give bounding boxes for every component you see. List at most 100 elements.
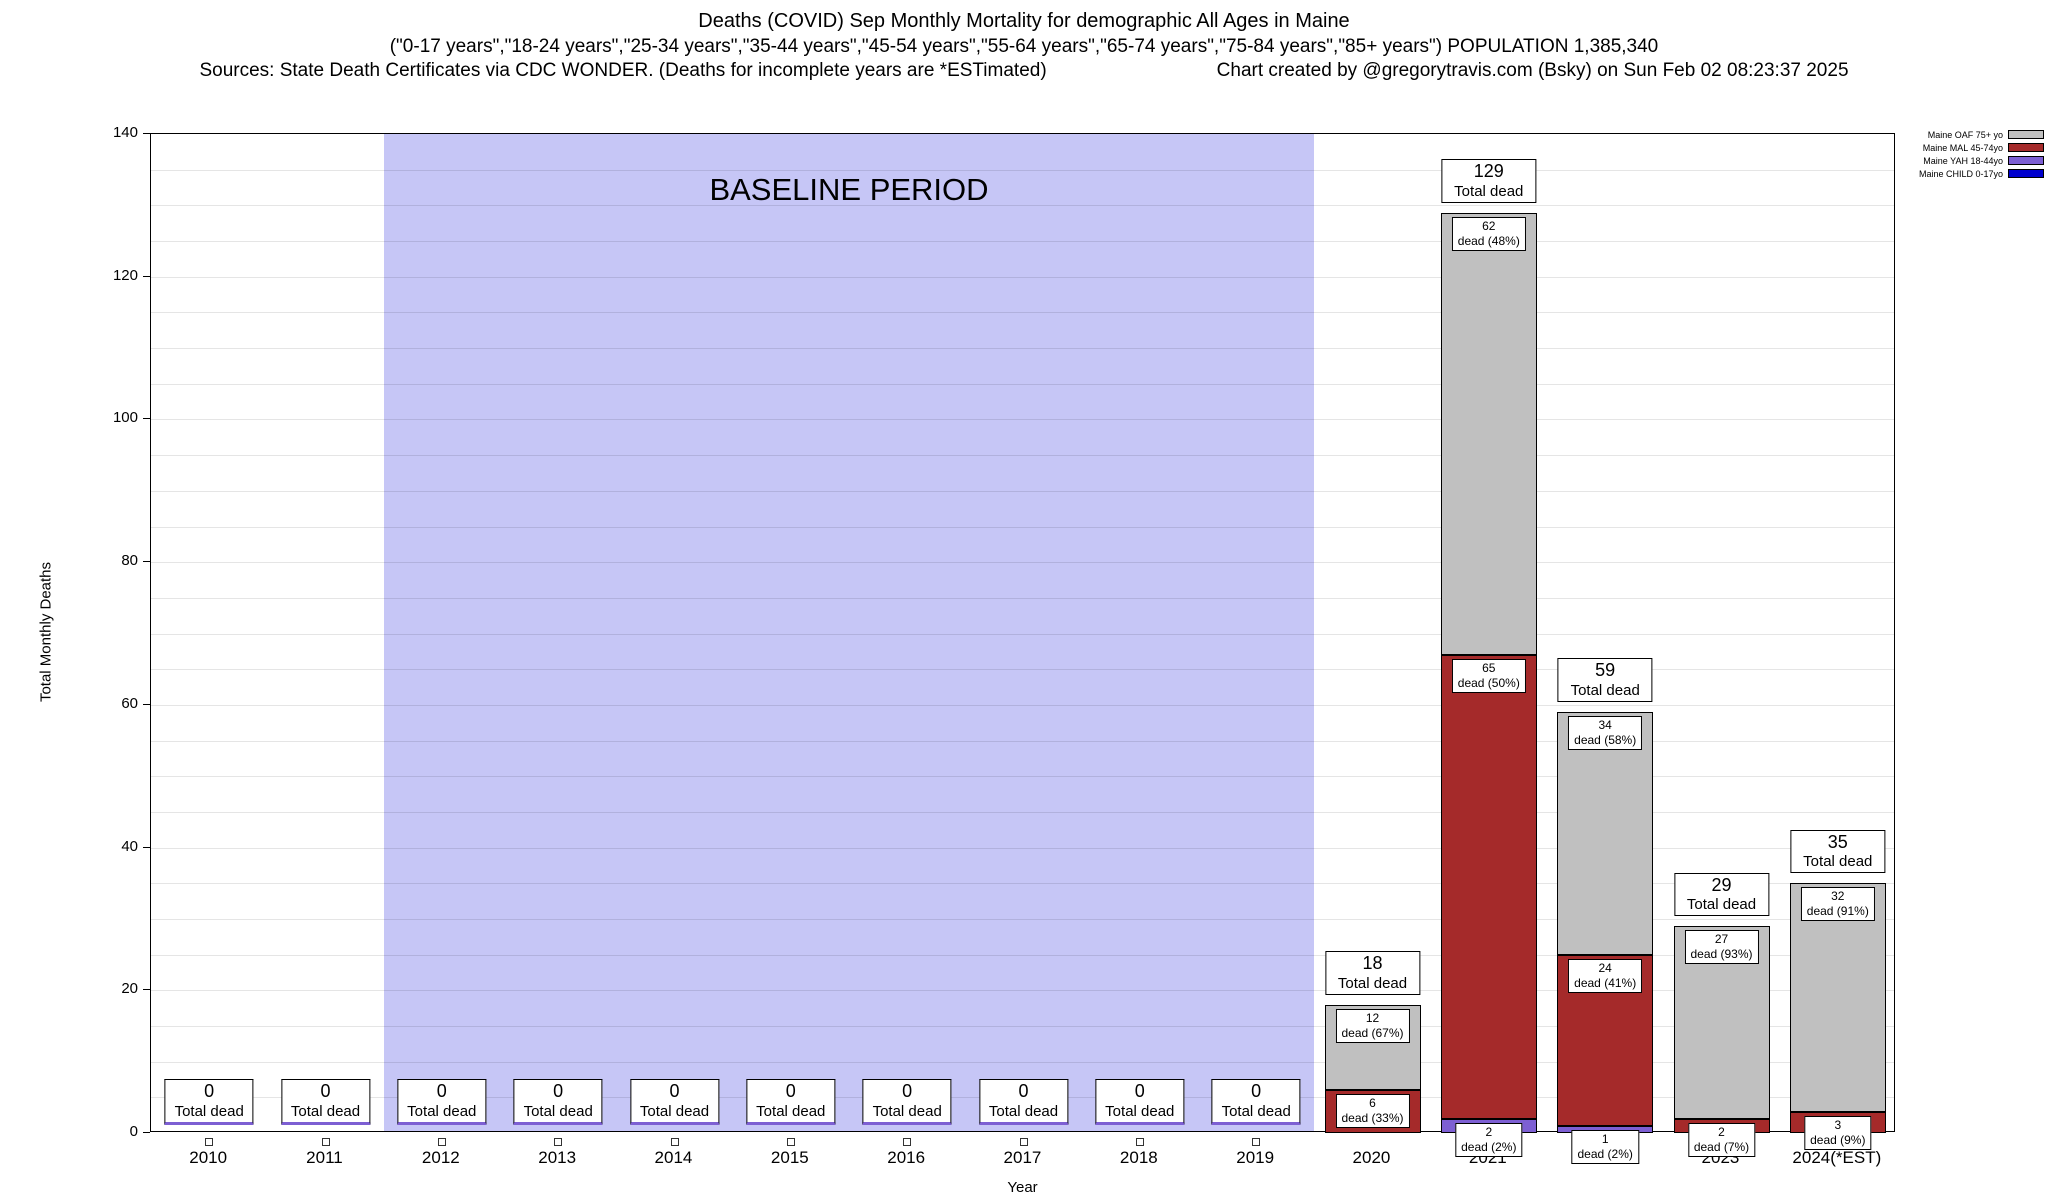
total-dead-text: Total dead — [290, 1103, 361, 1120]
segment-label-line: 34 — [1598, 718, 1612, 732]
zero-marker — [437, 1138, 446, 1146]
segment-label-line: dead (58%) — [1574, 733, 1637, 747]
y-tick-mark — [143, 703, 150, 705]
bar-segment-oaf — [1789, 883, 1886, 1112]
chart-title: Deaths (COVID) Sep Monthly Mortality for… — [698, 10, 1350, 32]
segment-label-line: dead (33%) — [1341, 1111, 1404, 1126]
total-dead-label: 29 Total dead — [1673, 872, 1770, 917]
chart-credit: Chart created by @gregorytravis.com (Bsk… — [1216, 60, 1849, 81]
legend-row: Maine YAH 18-44yo — [1919, 154, 2044, 167]
gridline — [151, 490, 1894, 492]
legend-swatch — [2008, 143, 2044, 152]
total-dead-label: 0 Total dead — [1211, 1079, 1301, 1125]
y-tick-label: 80 — [121, 552, 138, 570]
plot-area: BASELINE PERIOD 0 Total dead 0 Total dead 0 To… — [150, 133, 1895, 1164]
segment-label-line: 24 — [1598, 960, 1612, 975]
zero-marker — [786, 1138, 795, 1146]
legend-row: Maine CHILD 0-17yo — [1919, 167, 2044, 180]
segment-label-line: 65 — [1482, 660, 1496, 675]
total-dead-value: 0 — [669, 1081, 680, 1102]
gridline — [151, 740, 1894, 742]
gridline — [151, 205, 1894, 207]
gridline — [151, 883, 1894, 885]
total-dead-text: Total dead — [1221, 1103, 1291, 1120]
segment-label-line: 3 — [1834, 1117, 1842, 1132]
total-dead-value: 0 — [320, 1081, 331, 1102]
total-dead-label: 0 Total dead — [978, 1079, 1069, 1125]
y-tick-mark — [143, 133, 150, 134]
chart-sources: Sources: State Death Certificates via CD… — [199, 60, 1047, 81]
x-tick-label: 2015 — [770, 1148, 809, 1167]
x-tick-label: 2012 — [421, 1148, 460, 1167]
segment-label: 62 dead (48%) — [1451, 216, 1526, 251]
x-tick-label: 2014 — [654, 1148, 693, 1167]
zero-marker — [903, 1138, 912, 1146]
legend-label: Maine CHILD 0-17yo — [1918, 168, 2003, 179]
total-dead-value: 35 — [1827, 831, 1848, 852]
total-dead-label: 0 Total dead — [164, 1079, 254, 1125]
segment-label-line: 2 — [1485, 1124, 1493, 1139]
y-tick-label: 0 — [129, 1123, 138, 1140]
legend-swatch — [2008, 156, 2044, 165]
total-dead-value: 59 — [1595, 660, 1616, 681]
total-dead-label: 59 Total dead — [1557, 658, 1653, 702]
segment-label-line: dead (91%) — [1806, 904, 1869, 919]
legend-swatch — [2008, 169, 2044, 178]
zero-marker — [1252, 1138, 1261, 1146]
zero-marker — [1019, 1138, 1028, 1146]
legend-row: Maine OAF 75+ yo — [1919, 128, 2044, 141]
segment-label: 6 dead (33%) — [1335, 1094, 1410, 1129]
gridline — [151, 633, 1894, 635]
total-dead-value: 0 — [785, 1081, 796, 1102]
total-dead-value: 0 — [436, 1081, 447, 1102]
x-tick-label: 2011 — [306, 1148, 343, 1167]
segment-label: 27 dead (93%) — [1684, 930, 1759, 965]
segment-label-line: 1 — [1601, 1131, 1609, 1146]
segment-label: 34 dead (58%) — [1568, 716, 1643, 750]
total-dead-text: Total dead — [1105, 1103, 1175, 1120]
gridline — [151, 169, 1894, 171]
chart-source-line: Sources: State Death Certificates via CD… — [0, 60, 2048, 82]
baseline-period-label: BASELINE PERIOD — [709, 172, 989, 207]
y-tick-mark — [143, 418, 150, 420]
total-dead-text: Total dead — [174, 1103, 244, 1120]
segment-label-line: dead (50%) — [1457, 675, 1520, 690]
bar-segment-oaf — [1440, 212, 1537, 655]
gridline — [151, 312, 1894, 314]
gridline — [151, 1026, 1894, 1027]
segment-label-line: dead (48%) — [1457, 233, 1520, 248]
zero-marker — [1135, 1138, 1144, 1146]
segment-label-line: 6 — [1369, 1096, 1376, 1111]
total-dead-label: 0 Total dead — [629, 1079, 720, 1125]
total-dead-label: 0 Total dead — [513, 1079, 603, 1125]
bar-segment-mal — [1440, 654, 1537, 1119]
total-dead-label: 0 Total dead — [397, 1079, 487, 1125]
legend-swatch — [2008, 130, 2044, 139]
total-dead-label: 0 Total dead — [746, 1079, 836, 1125]
segment-label-line: 27 — [1714, 932, 1729, 947]
legend-label: Maine OAF 75+ yo — [1927, 129, 2003, 140]
x-tick-label: 2017 — [1003, 1148, 1042, 1167]
y-tick-mark — [143, 989, 150, 991]
total-dead-label: 0 Total dead — [1095, 1079, 1185, 1125]
total-dead-text: Total dead — [1570, 682, 1640, 699]
total-dead-text: Total dead — [1686, 896, 1757, 914]
total-dead-text: Total dead — [988, 1103, 1059, 1120]
total-dead-label: 129 Total dead — [1441, 158, 1537, 203]
segment-label: 2 dead (2%) — [1455, 1122, 1523, 1157]
chart-subtitle: ("0-17 years","18-24 years","25-34 years… — [389, 36, 1659, 57]
x-tick-label: 2020 — [1352, 1148, 1391, 1167]
gridline — [151, 383, 1894, 385]
gridline — [151, 526, 1894, 528]
gridline — [151, 1061, 1894, 1063]
total-dead-text: Total dead — [1803, 853, 1873, 871]
segment-label: 12 dead (67%) — [1335, 1008, 1410, 1043]
segment-label-line: dead (93%) — [1690, 947, 1753, 962]
gridline — [151, 669, 1894, 671]
gridline — [151, 847, 1894, 849]
total-dead-value: 0 — [204, 1081, 215, 1102]
x-tick-label: 2016 — [887, 1148, 926, 1167]
total-dead-label: 35 Total dead — [1790, 829, 1886, 874]
segment-label: 65 dead (50%) — [1451, 658, 1526, 693]
